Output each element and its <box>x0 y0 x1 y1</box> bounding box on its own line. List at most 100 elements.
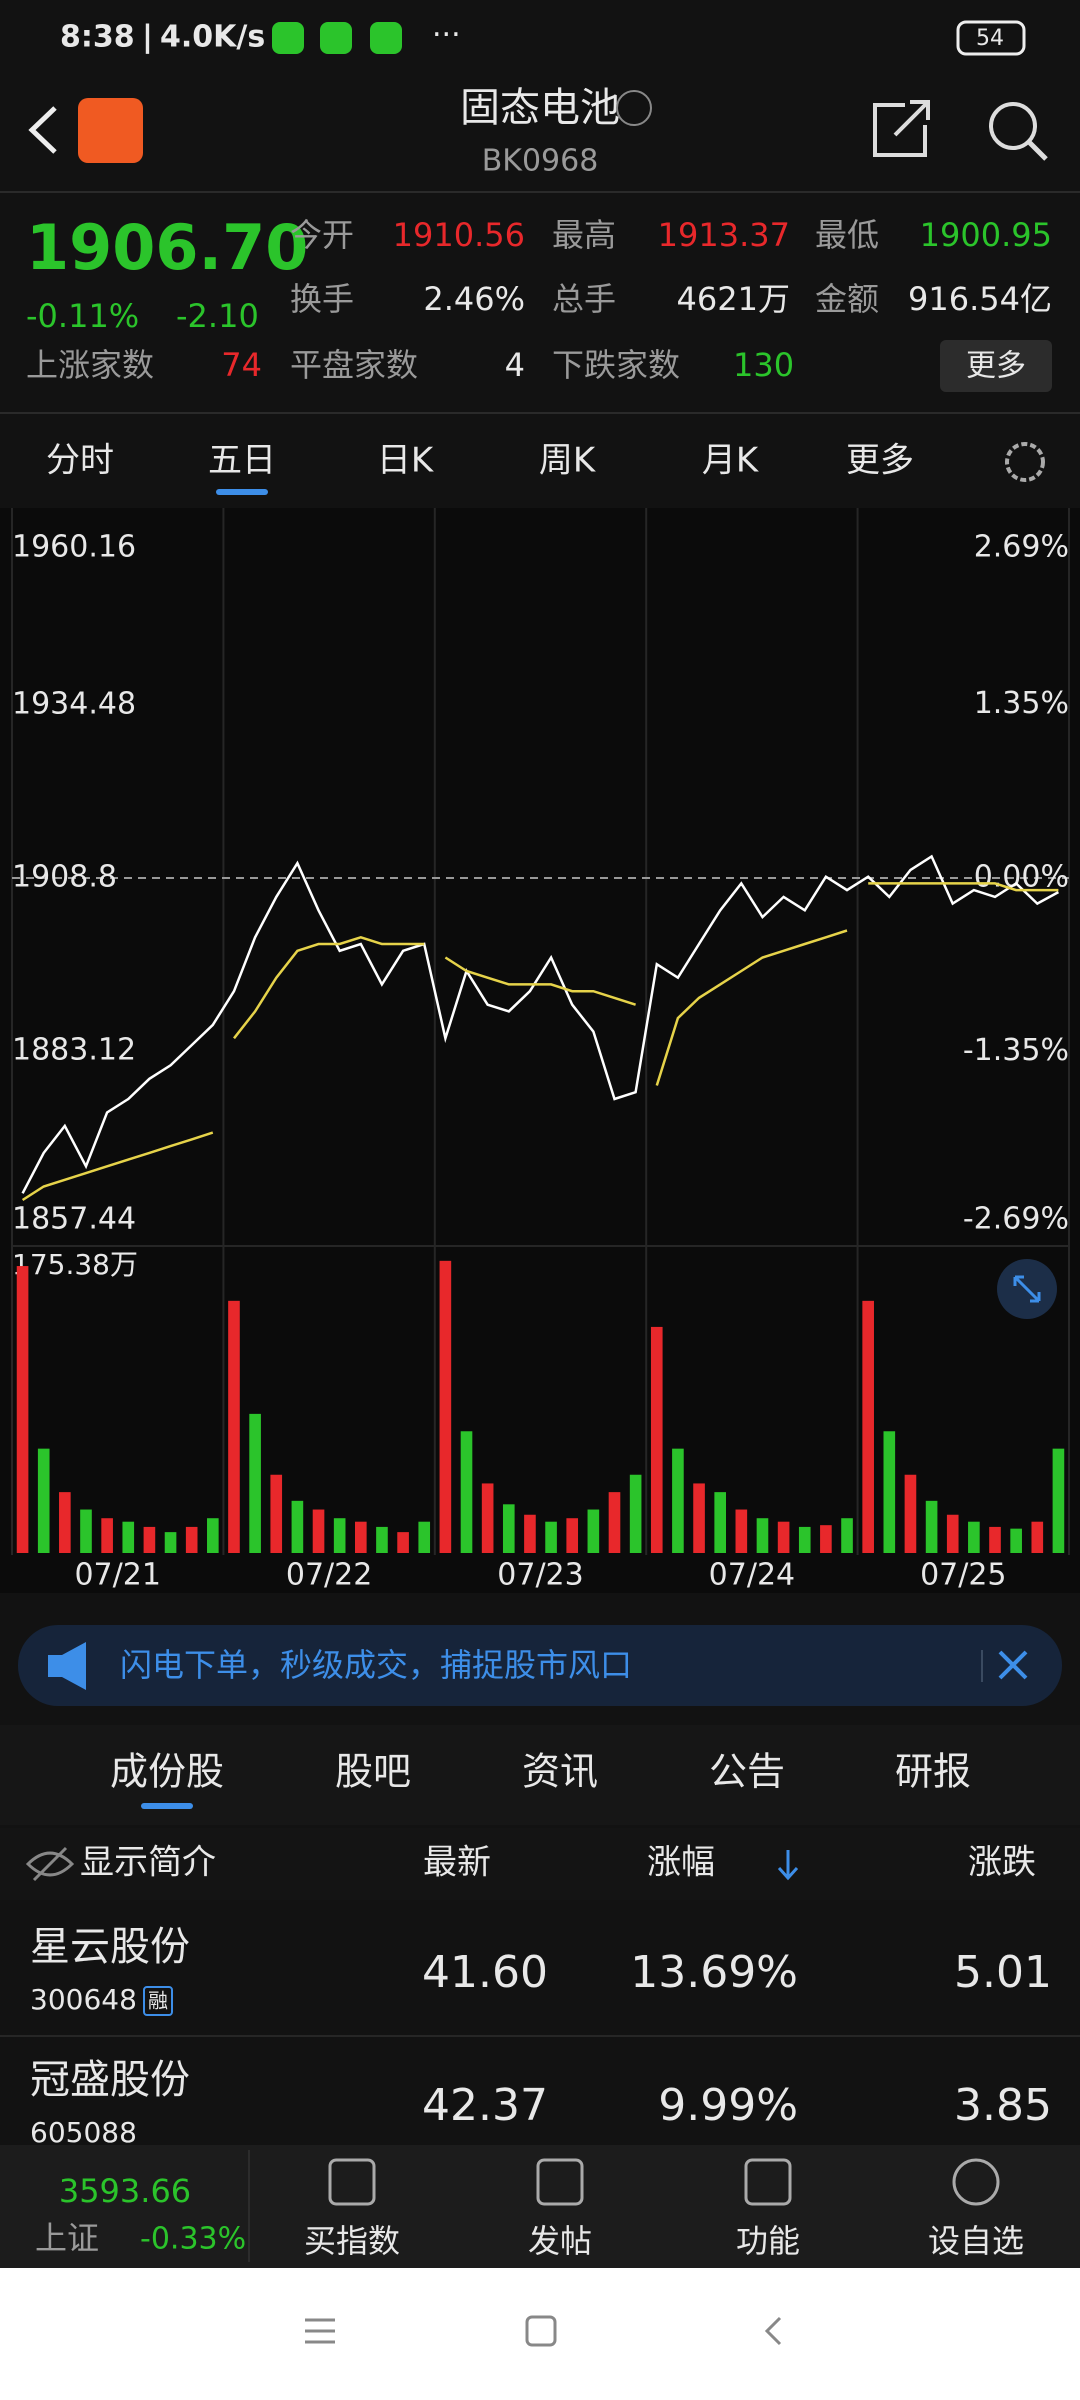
volume-bar <box>693 1483 705 1553</box>
column-header[interactable]: 最新 <box>423 1843 491 1883</box>
volume-bar <box>777 1521 790 1553</box>
info-icon[interactable] <box>616 90 652 126</box>
settings-button[interactable] <box>1005 442 1045 482</box>
column-header[interactable]: 涨幅 <box>647 1843 715 1883</box>
index-name: 上证 <box>35 2219 99 2257</box>
period-tabs: 分时 五日 日K 周K 月K 更多 <box>46 441 914 495</box>
amount: 916.54亿 <box>908 280 1052 318</box>
volume-bar <box>333 1518 346 1553</box>
megaphone-icon <box>48 1642 86 1690</box>
volume-bar <box>714 1492 727 1553</box>
period-tab[interactable]: 更多 <box>846 441 914 481</box>
average-line <box>233 935 425 1040</box>
y-tick-label: 1883.12 <box>12 1033 136 1068</box>
tag-box <box>143 1986 173 2016</box>
bottom-actions: 买指数 发帖 功能 设自选 <box>304 2158 1024 2260</box>
stock-price: 41.60 <box>422 1947 548 1998</box>
average-line <box>868 882 1059 892</box>
sub-tabs: 成份股 股吧 资讯 公告 研报 <box>110 1750 971 1809</box>
table-header-bg <box>0 1828 1080 1900</box>
sub-tab[interactable]: 研报 <box>895 1750 971 1794</box>
volume-bar <box>524 1514 536 1553</box>
chart: 1960.16 1934.48 1908.8 1883.12 1857.44 2.69% 1… <box>11 508 1070 1593</box>
volume-bar <box>207 1518 219 1553</box>
flat-count: 4 <box>505 346 525 384</box>
label: 今开 <box>290 216 354 254</box>
volume-bar <box>1010 1528 1022 1553</box>
period-tab[interactable]: 五日 <box>208 441 276 481</box>
column-header[interactable]: 涨跌 <box>968 1843 1036 1883</box>
app-icon <box>370 22 402 54</box>
tag: 融 <box>148 1989 168 2013</box>
volume-bar <box>820 1525 832 1553</box>
volume-bar <box>650 1326 663 1553</box>
y2-tick-label: -1.35% <box>963 1033 1069 1068</box>
open: 1910.56 <box>393 216 525 254</box>
nav-home[interactable] <box>525 2315 557 2347</box>
y-tick-label: 1857.44 <box>12 1202 136 1237</box>
volume-bar <box>545 1521 557 1553</box>
y-tick-label: 1934.48 <box>12 687 136 722</box>
back-button[interactable] <box>28 106 57 154</box>
volume-bar <box>101 1518 113 1553</box>
volume-bar <box>989 1526 1001 1553</box>
stock-price: 42.37 <box>422 2080 548 2131</box>
volume-bar <box>16 1266 29 1553</box>
sort-arrow <box>777 1850 799 1881</box>
volume-bar <box>460 1431 473 1553</box>
period-tab[interactable]: 分时 <box>46 441 114 481</box>
action-icon <box>744 2158 792 2206</box>
nav-menu[interactable] <box>305 2318 335 2344</box>
volume-bar <box>249 1413 261 1553</box>
battery <box>956 20 1026 56</box>
y2-tick-label: 1.35% <box>974 686 1069 721</box>
more-button[interactable] <box>940 340 1052 392</box>
action-label[interactable]: 发帖 <box>528 2222 592 2260</box>
banner[interactable] <box>18 1625 1062 1706</box>
nav-back[interactable] <box>764 2316 782 2346</box>
low: 1900.95 <box>920 216 1052 254</box>
row-bg[interactable] <box>0 1905 1080 2035</box>
action-icon <box>328 2158 376 2206</box>
x-tick-label: 07/24 <box>709 1558 795 1593</box>
banner-text: 闪电下单，秒级成交，捕捉股市风口 <box>120 1646 632 1684</box>
banner-close[interactable] <box>998 1650 1028 1680</box>
x-tick-label: 07/23 <box>497 1558 583 1593</box>
expand-icon <box>1013 1275 1041 1303</box>
period-tab[interactable]: 周K <box>539 441 597 481</box>
search-button[interactable] <box>989 102 1037 150</box>
stock-name: 星云股份 <box>30 1924 190 1970</box>
logo <box>78 98 143 163</box>
volume-bar <box>122 1521 135 1553</box>
bottom-bar <box>0 2145 1080 2268</box>
action-label[interactable]: 功能 <box>736 2222 800 2260</box>
high: 1913.37 <box>658 216 790 254</box>
share-button[interactable] <box>873 100 930 157</box>
period-tab[interactable]: 月K <box>702 441 760 481</box>
volume-bar <box>59 1492 71 1553</box>
period-tab[interactable]: 日K <box>377 441 435 481</box>
volume-bar <box>735 1509 748 1553</box>
label: 金额 <box>815 280 879 318</box>
sub-tab[interactable]: 股吧 <box>335 1750 411 1794</box>
label: 换手 <box>290 280 354 318</box>
status-speed: 4.0K/s <box>160 20 265 55</box>
action-label[interactable]: 设自选 <box>928 2222 1024 2260</box>
sub-tab[interactable]: 公告 <box>709 1750 785 1794</box>
label: 总手 <box>552 280 616 318</box>
volume-bar <box>756 1518 769 1553</box>
turnover: 2.46% <box>423 280 525 318</box>
volume-bar <box>946 1514 959 1553</box>
volume-bar <box>566 1518 579 1553</box>
sub-tab[interactable]: 成份股 <box>110 1750 224 1794</box>
stock-pct: 13.69% <box>630 1947 798 1998</box>
change-pct: -0.11% <box>26 297 139 335</box>
sub-tab[interactable]: 资讯 <box>522 1750 598 1794</box>
action-label[interactable]: 买指数 <box>304 2222 400 2260</box>
code: BK0968 <box>482 144 599 179</box>
average-line <box>444 956 636 1006</box>
stock-code: 605088 <box>30 2116 137 2149</box>
volume-bar <box>841 1518 853 1553</box>
price-line <box>21 854 1059 1194</box>
